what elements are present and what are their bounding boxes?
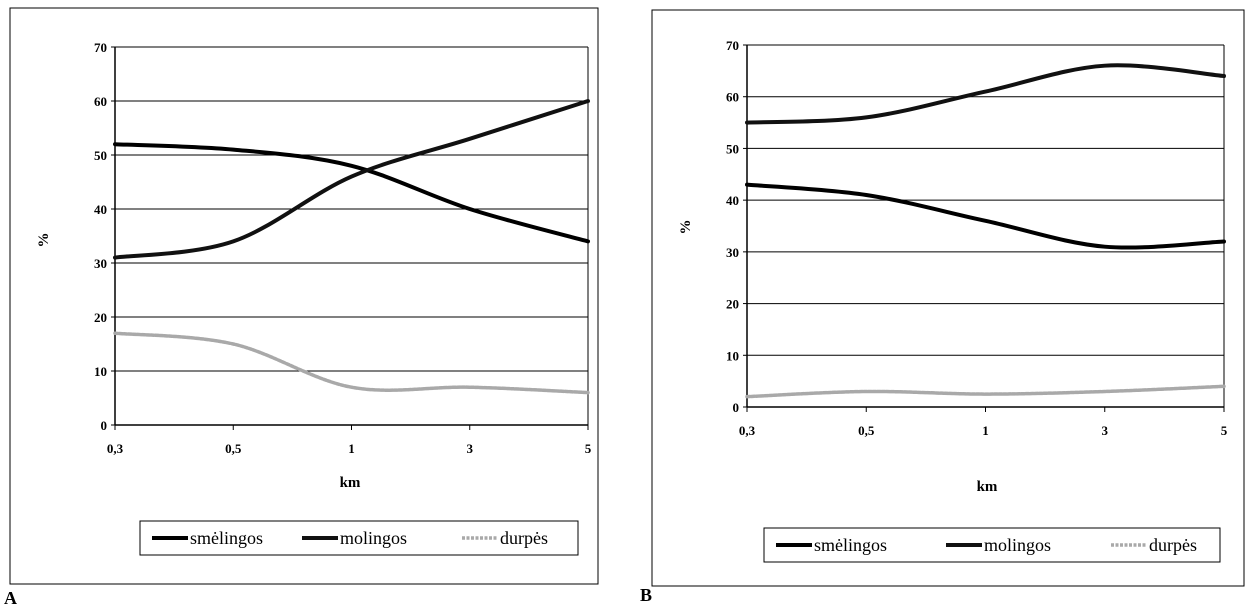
x-tick-label: 0,3 [107,441,124,456]
series-line-2 [113,99,590,260]
y-tick-label: 10 [726,348,739,363]
y-axis-label: % [36,233,52,248]
legend-box [139,520,579,556]
x-tick-label: 1 [982,423,989,438]
legend-label: molingos [984,535,1051,555]
series-line-1 [745,182,1226,250]
y-tick-label: 20 [726,297,739,312]
y-tick-label: 60 [726,90,739,105]
chart-a: 0 10 20 30 40 50 60 70 0,3 0,5 1 3 5 % km smėlingos m… [9,7,599,585]
series-line-3 [113,331,590,395]
x-tick-label: 5 [585,441,592,456]
x-tick-label: 0,5 [858,423,875,438]
y-tick-label: 0 [101,418,108,433]
y-tick-label: 50 [94,148,107,163]
series-line-2 [745,63,1226,125]
chart-frame [651,9,1245,587]
y-tick-label: 10 [94,364,107,379]
y-tick-label: 30 [94,256,107,271]
y-axis-label: % [678,220,694,235]
series-line-3 [745,384,1226,399]
legend-label: durpės [500,528,548,548]
y-tick-label: 60 [94,94,107,109]
y-tick-label: 70 [726,38,739,53]
y-tick-label: 40 [94,202,107,217]
legend-label: smėlingos [190,528,263,548]
y-tick-label: 30 [726,245,739,260]
y-tick-label: 20 [94,310,107,325]
panel-letter-a: A [4,588,17,608]
x-axis-label: km [340,475,361,491]
legend-label: durpės [1149,535,1197,555]
chart-b: 0 10 20 30 40 50 60 70 0,3 0,5 1 3 5 % km smėlingos m… [651,9,1245,587]
chart-frame [9,7,599,585]
y-tick-label: 40 [726,193,739,208]
panel-letter-b: B [640,585,653,605]
x-tick-label: 0,5 [225,441,242,456]
x-tick-label: 3 [1102,423,1109,438]
x-tick-label: 3 [467,441,474,456]
y-tick-label: 70 [94,40,107,55]
series-line-1 [113,142,590,244]
x-tick-label: 1 [348,441,355,456]
x-tick-label: 5 [1221,423,1228,438]
legend-label: molingos [340,528,407,548]
x-axis-label: km [977,479,998,495]
y-tick-label: 0 [733,400,740,415]
y-tick-label: 50 [726,141,739,156]
x-tick-label: 0,3 [739,423,756,438]
legend-label: smėlingos [814,535,887,555]
